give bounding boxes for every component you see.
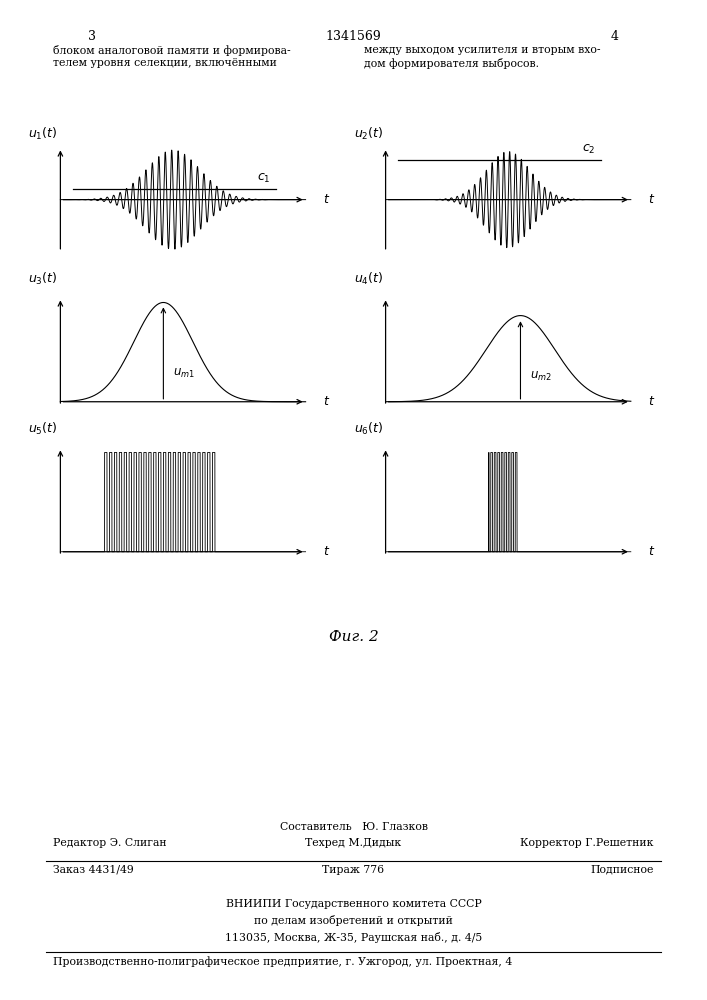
- Text: 4: 4: [611, 30, 619, 43]
- Text: Фиг. 2: Фиг. 2: [329, 630, 378, 644]
- Text: Техред М.Дидык: Техред М.Дидык: [305, 838, 402, 848]
- Text: $c_2$: $c_2$: [582, 143, 595, 156]
- Text: по делам изобретений и открытий: по делам изобретений и открытий: [254, 915, 453, 926]
- Text: Подписное: Подписное: [590, 865, 654, 875]
- Text: $t$: $t$: [323, 193, 330, 206]
- Text: блоком аналоговой памяти и формирова-: блоком аналоговой памяти и формирова-: [53, 45, 291, 56]
- Text: Составитель   Ю. Глазков: Составитель Ю. Глазков: [279, 822, 428, 832]
- Text: $u_6(t)$: $u_6(t)$: [354, 421, 383, 437]
- Text: $u_1(t)$: $u_1(t)$: [28, 126, 58, 142]
- Text: $t$: $t$: [648, 545, 655, 558]
- Text: $u_{m1}$: $u_{m1}$: [173, 367, 195, 380]
- Text: Производственно-полиграфическое предприятие, г. Ужгород, ул. Проектная, 4: Производственно-полиграфическое предприя…: [53, 956, 513, 967]
- Text: $t$: $t$: [323, 545, 330, 558]
- Text: 1341569: 1341569: [326, 30, 381, 43]
- Text: $u_5(t)$: $u_5(t)$: [28, 421, 58, 437]
- Text: Корректор Г.Решетник: Корректор Г.Решетник: [520, 838, 654, 848]
- Text: $u_3(t)$: $u_3(t)$: [28, 271, 58, 287]
- Text: $c_1$: $c_1$: [257, 172, 270, 185]
- Text: 3: 3: [88, 30, 96, 43]
- Text: Редактор Э. Слиган: Редактор Э. Слиган: [53, 838, 167, 848]
- Text: телем уровня селекции, включёнными: телем уровня селекции, включёнными: [53, 58, 277, 68]
- Text: Заказ 4431/49: Заказ 4431/49: [53, 865, 134, 875]
- Text: дом формирователя выбросов.: дом формирователя выбросов.: [364, 58, 539, 69]
- Text: Тираж 776: Тираж 776: [322, 865, 385, 875]
- Text: $t$: $t$: [648, 193, 655, 206]
- Text: 113035, Москва, Ж-35, Раушская наб., д. 4/5: 113035, Москва, Ж-35, Раушская наб., д. …: [225, 932, 482, 943]
- Text: $u_{m2}$: $u_{m2}$: [530, 370, 552, 383]
- Text: между выходом усилителя и вторым вхо-: между выходом усилителя и вторым вхо-: [364, 45, 601, 55]
- Text: ВНИИПИ Государственного комитета СССР: ВНИИПИ Государственного комитета СССР: [226, 899, 481, 909]
- Text: $t$: $t$: [323, 395, 330, 408]
- Text: $t$: $t$: [648, 395, 655, 408]
- Text: $u_4(t)$: $u_4(t)$: [354, 271, 383, 287]
- Text: $u_2(t)$: $u_2(t)$: [354, 126, 383, 142]
